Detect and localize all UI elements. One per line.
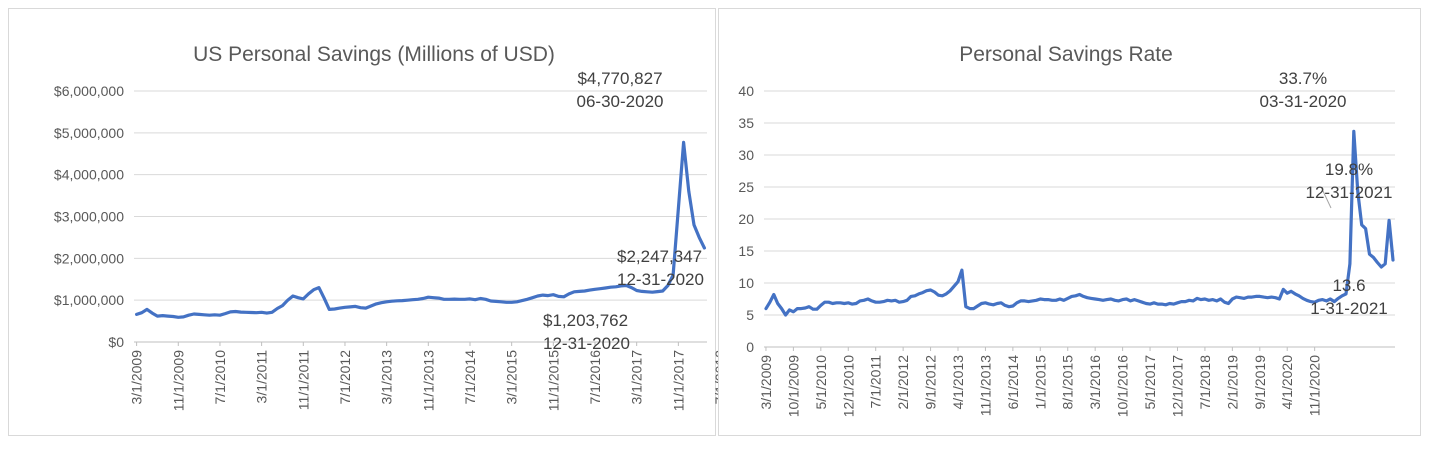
x-tick-label: 10/1/2016: [1115, 355, 1131, 417]
x-tick-label: 7/1/2012: [337, 350, 353, 405]
data-label: 19.8%: [1325, 160, 1373, 179]
x-tick-label: 8/1/2015: [1060, 355, 1076, 410]
x-tick-label: 11/1/2015: [545, 350, 561, 411]
savings-rate-chart: Personal Savings Rate 0 5 10 15 20 25 30 35 40 3/1…: [738, 43, 1395, 417]
x-tick-label: 7/1/2010: [212, 350, 228, 405]
x-tick-label: 9/1/2019: [1252, 355, 1268, 410]
y-tick-label: $5,000,000: [54, 125, 124, 141]
x-tick-label: 3/1/2009: [758, 355, 774, 410]
y-tick-label: $0: [108, 334, 124, 350]
x-tick-label: 11/1/2013: [420, 350, 436, 411]
chart-title: US Personal Savings (Millions of USD): [193, 43, 555, 66]
y-tick-label: $6,000,000: [54, 83, 124, 99]
x-tick-label: 4/1/2020: [1279, 355, 1295, 410]
savings-chart: US Personal Savings (Millions of USD) $0 $…: [54, 43, 853, 411]
x-tick-label: 3/1/2009: [129, 350, 145, 405]
series-line: [135, 140, 706, 319]
series-line: [764, 129, 1395, 317]
x-tick-label: 3/1/2011: [254, 350, 270, 404]
x-tick-label: 7/1/2016: [587, 350, 603, 405]
data-label: 06-30-2020: [577, 92, 664, 111]
data-label: 12-31-2021: [1306, 183, 1393, 202]
data-label: 33.7%: [1279, 69, 1327, 88]
x-tick-label: 12/1/2010: [840, 355, 856, 417]
y-tick-label: 25: [738, 179, 754, 195]
y-tick-label: 0: [746, 339, 754, 355]
chart-title: Personal Savings Rate: [959, 43, 1173, 66]
x-tick-label: 11/1/2011: [295, 350, 311, 410]
x-tick-label: 7/1/2014: [462, 350, 478, 405]
x-tick-label: 2/1/2012: [895, 355, 911, 410]
x-tick-label: 5/1/2010: [813, 355, 829, 410]
savings-chart-panel: US Personal Savings (Millions of USD) $0 $…: [8, 8, 853, 436]
x-tick-label: 5/1/2017: [1142, 355, 1158, 410]
y-tick-label: $3,000,000: [54, 209, 124, 225]
data-label: $4,770,827: [577, 69, 662, 88]
y-tick-label: 30: [738, 147, 754, 163]
x-tick-label: 11/1/2009: [170, 350, 186, 411]
x-tick-label: 2/1/2019: [1224, 355, 1240, 410]
y-tick-label: 10: [738, 275, 754, 291]
x-tick-label: 3/1/2017: [629, 350, 645, 405]
savings-rate-chart-panel: Personal Savings Rate 0 5 10 15 20 25 30 35 40 3/1…: [718, 8, 1421, 436]
data-label: $2,247,347: [617, 247, 702, 266]
x-tick-label: 11/1/2013: [977, 355, 993, 416]
data-label: 03-31-2020: [1260, 92, 1347, 111]
y-tick-label: 40: [738, 83, 754, 99]
data-label: 1-31-2021: [1310, 299, 1388, 318]
x-tick-label: 11/1/2020: [1307, 355, 1323, 416]
data-label: 13.6: [1332, 276, 1365, 295]
y-tick-label: $2,000,000: [54, 250, 124, 266]
y-tick-label: $1,000,000: [54, 292, 124, 308]
y-tick-label: 20: [738, 211, 754, 227]
annotation-leader: [1322, 190, 1332, 209]
x-tick-label: 6/1/2014: [1005, 355, 1021, 410]
y-tick-label: $4,000,000: [54, 167, 124, 183]
x-tick-label: 1/1/2015: [1032, 355, 1048, 410]
x-tick-label: 11/1/2017: [670, 350, 686, 411]
data-label: $1,203,762: [543, 311, 628, 330]
data-label: 12-31-2020: [543, 334, 630, 353]
x-tick-label: 3/1/2016: [1087, 355, 1103, 410]
x-tick-label: 3/1/2013: [379, 350, 395, 405]
x-tick-label: 9/1/2012: [923, 355, 939, 410]
y-tick-label: 15: [738, 243, 754, 259]
x-tick-label: 7/1/2018: [1197, 355, 1213, 410]
x-tick-label: 3/1/2015: [504, 350, 520, 405]
y-tick-label: 5: [746, 307, 754, 323]
y-tick-label: 35: [738, 115, 754, 131]
x-tick-label: 10/1/2009: [785, 355, 801, 417]
x-tick-label: 4/1/2013: [950, 355, 966, 410]
data-label: 12-31-2020: [617, 270, 704, 289]
x-tick-label: 12/1/2017: [1169, 355, 1185, 417]
x-tick-label: 7/1/2011: [868, 355, 884, 409]
